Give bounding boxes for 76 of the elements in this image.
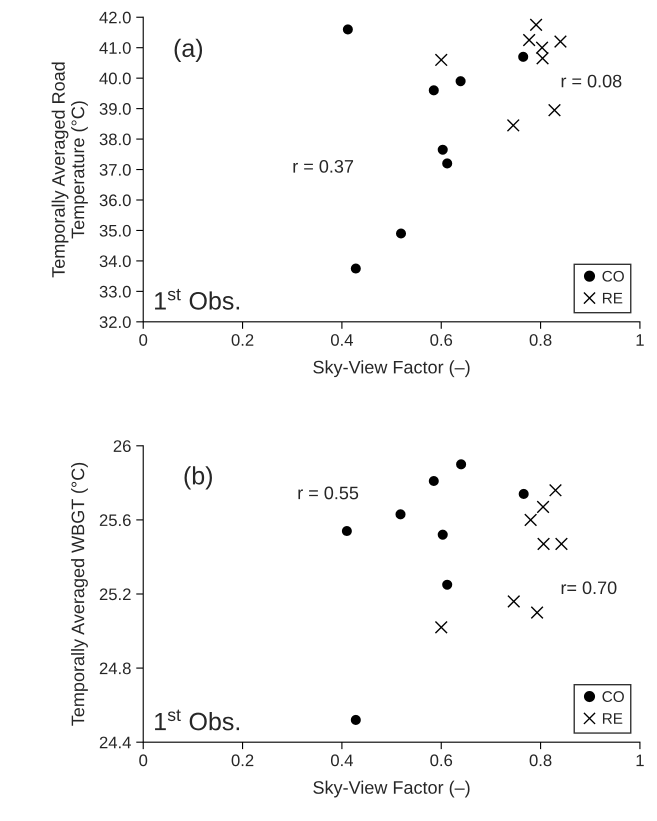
point <box>428 85 439 96</box>
y-tick-label: 33.0 <box>100 286 131 298</box>
y-tick-label: 25.2 <box>100 588 131 600</box>
x-tick-label: 0 <box>139 754 148 766</box>
point <box>456 76 466 86</box>
x-tick-label: 0.6 <box>430 334 452 346</box>
x-tick-label: 1 <box>636 754 644 766</box>
y-tick-label: 39.0 <box>100 103 131 115</box>
point <box>536 52 550 65</box>
point <box>536 500 550 514</box>
y-axis-title: Temporally Averaged WBGT (°C) <box>71 462 88 726</box>
point <box>548 104 561 117</box>
point <box>507 594 520 608</box>
point <box>342 24 353 34</box>
x-tick-label: 0.2 <box>232 334 254 346</box>
point <box>396 228 406 239</box>
annotation: r= 0.70 <box>562 581 616 594</box>
y-tick-label: 40.0 <box>99 72 131 84</box>
y-tick-label: 35.0 <box>100 224 131 237</box>
x-tick-label: 0.8 <box>530 334 552 346</box>
point <box>456 459 466 470</box>
annotation: r = 0.37 <box>293 160 354 173</box>
point <box>530 18 543 32</box>
point <box>536 41 549 54</box>
legend-label: CO <box>602 270 624 282</box>
annotation: r = 0.55 <box>298 486 358 500</box>
point <box>518 488 529 499</box>
point <box>522 34 536 47</box>
y-tick-label: 38.0 <box>100 133 131 146</box>
y-tick-label: 32.0 <box>100 316 131 328</box>
point <box>350 263 361 274</box>
point <box>434 620 448 634</box>
x-tick-label: 1 <box>636 334 644 346</box>
point <box>554 537 568 550</box>
y-tick-label: 24.8 <box>100 662 131 674</box>
x-tick-label: 0.4 <box>330 334 353 346</box>
point <box>548 484 562 497</box>
point <box>428 476 439 486</box>
annotation: r = 0.08 <box>562 74 622 88</box>
y-tick-label: 26 <box>114 440 131 452</box>
y-tick-label: 36.0 <box>100 194 131 206</box>
legend-label: RE <box>602 713 622 724</box>
legend-label: CO <box>602 691 624 702</box>
y-tick-label: 42.0 <box>99 12 131 24</box>
y-tick-label: 37.0 <box>100 164 131 176</box>
annotation: 1$^{st}$ Obs. <box>155 288 240 310</box>
x-tick-label: 0.8 <box>530 754 552 766</box>
x-axis-title: Sky-View Factor (–) <box>313 780 470 798</box>
annotation: (a) <box>174 38 202 62</box>
y-tick-label: 25.6 <box>100 514 131 526</box>
x-tick-label: 0.4 <box>330 754 353 766</box>
legend-label: RE <box>602 292 622 304</box>
x-axis-title: Sky-View Factor (–) <box>313 360 470 378</box>
y-axis-title: Temporally Averaged Road Temperature (°C) <box>52 62 88 278</box>
x-tick-label: 0.2 <box>232 754 254 766</box>
point <box>342 526 352 536</box>
y-tick-label: 24.4 <box>100 736 131 748</box>
point <box>530 606 544 620</box>
x-tick-label: 0 <box>139 334 148 346</box>
point <box>442 158 452 168</box>
point <box>537 537 550 550</box>
point <box>350 714 361 725</box>
point <box>434 53 448 66</box>
point <box>554 35 567 48</box>
annotation: 1$^{st}$ Obs. <box>155 710 240 730</box>
point <box>506 118 520 132</box>
point <box>442 580 452 590</box>
y-tick-label: 41.0 <box>99 42 131 54</box>
x-tick-label: 0.6 <box>430 754 452 766</box>
y-tick-label: 34.0 <box>100 255 131 268</box>
point <box>438 530 448 540</box>
annotation: (b) <box>184 466 212 490</box>
point <box>518 52 528 62</box>
point <box>524 513 538 526</box>
point <box>395 509 406 520</box>
point <box>438 144 448 155</box>
